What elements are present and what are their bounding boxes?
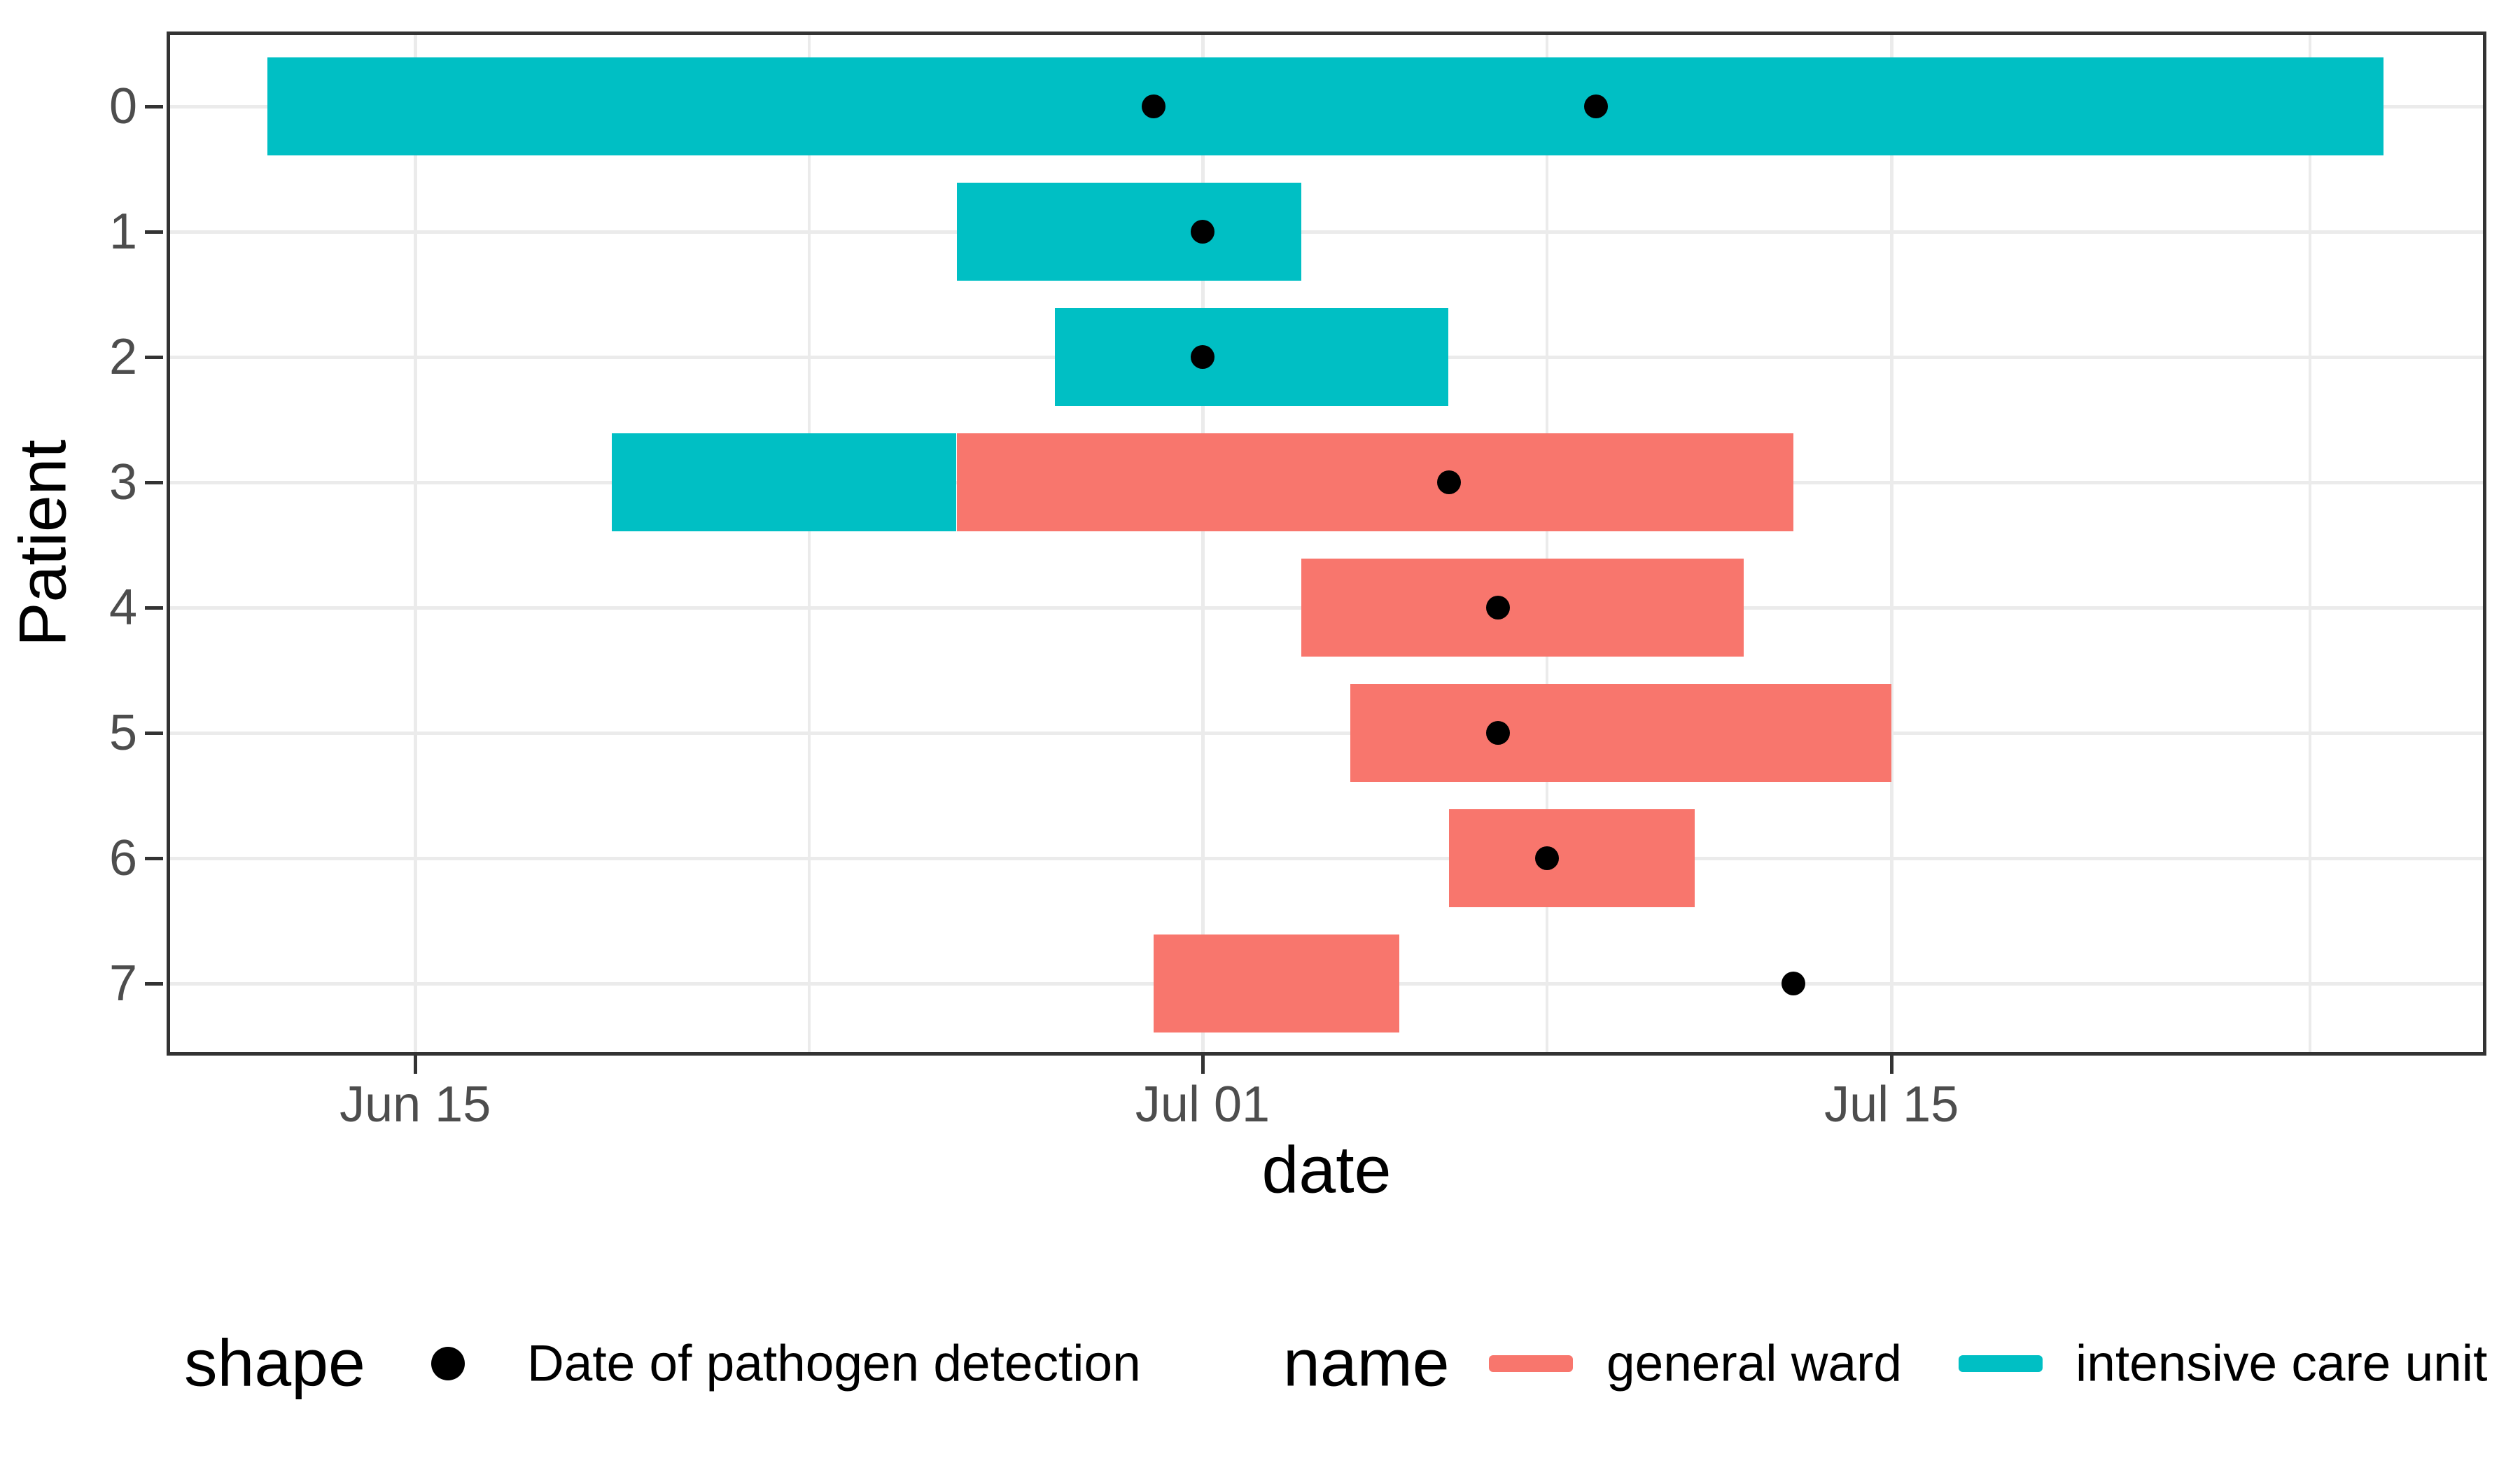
plot-panel (167, 31, 2486, 1056)
y-tick-mark (145, 230, 163, 234)
legend-title-shape: shape (184, 1326, 365, 1401)
stay-bar-patient-4-general-ward (1301, 559, 1744, 657)
stay-bar-patient-7-general-ward (1153, 934, 1400, 1032)
y-tick-mark (145, 606, 163, 610)
detection-dot-icon (431, 1347, 465, 1380)
stay-bar-patient-3-general-ward (956, 433, 1793, 531)
gridline-y-major-6 (167, 856, 2486, 860)
legend-title-name: name (1283, 1326, 1450, 1401)
legend-label-intensive-care-unit: intensive care unit (2076, 1335, 2488, 1392)
x-tick-mark (413, 1056, 417, 1074)
gridline-x-major (1889, 31, 1893, 1056)
stay-bar-patient-2-intensive-care-unit (1055, 308, 1449, 406)
general-ward-line-icon (1489, 1355, 1573, 1372)
y-tick-label: 2 (108, 329, 137, 385)
x-tick-mark (1200, 1056, 1205, 1074)
y-tick-mark (145, 731, 163, 735)
y-tick-mark (145, 104, 163, 108)
y-tick-label: 5 (108, 705, 137, 761)
gridline-y-major-1 (167, 230, 2486, 234)
x-tick-label: Jul 15 (1824, 1077, 1959, 1133)
y-tick-label: 4 (108, 580, 137, 636)
stay-bar-patient-5-general-ward (1350, 684, 1892, 782)
detection-dot-patient-0 (1584, 94, 1609, 118)
y-tick-label: 6 (108, 830, 137, 886)
gridline-x-minor (1546, 31, 1549, 1056)
detection-dot-patient-5 (1485, 721, 1510, 745)
legend-label-general-ward: general ward (1606, 1335, 1903, 1392)
stay-bar-patient-1-intensive-care-unit (956, 183, 1301, 281)
y-tick-label: 3 (108, 454, 137, 510)
stay-bar-patient-0-intensive-care-unit (267, 57, 2384, 155)
stay-bar-patient-3-intensive-care-unit (612, 433, 957, 531)
x-tick-label: Jun 15 (340, 1077, 491, 1133)
y-tick-mark (145, 355, 163, 359)
x-axis-title: date (1261, 1133, 1392, 1208)
detection-dot-patient-7 (1781, 972, 1805, 995)
gridline-x-major (1200, 31, 1205, 1056)
detection-dot-patient-2 (1191, 345, 1214, 369)
x-tick-mark (1889, 1056, 1893, 1074)
detection-dot-patient-4 (1485, 596, 1510, 620)
detection-dot-patient-1 (1191, 220, 1214, 244)
y-tick-label: 1 (108, 204, 137, 260)
gridline-x-major (413, 31, 417, 1056)
y-tick-mark (145, 856, 163, 860)
y-tick-mark (145, 981, 163, 986)
intensive-care-unit-line-icon (1959, 1355, 2043, 1372)
gridline-x-minor (2308, 31, 2311, 1056)
x-tick-label: Jul 01 (1135, 1077, 1270, 1133)
y-tick-mark (145, 480, 163, 484)
y-tick-label: 7 (108, 955, 137, 1011)
detection-dot-patient-6 (1535, 846, 1560, 870)
legend-label-detection: Date of pathogen detection (527, 1335, 1141, 1392)
gridline-x-minor (807, 31, 811, 1056)
y-tick-label: 0 (108, 78, 137, 134)
stay-bar-patient-6-general-ward (1448, 809, 1695, 907)
detection-dot-patient-3 (1436, 470, 1461, 494)
gridline-y-major-5 (167, 731, 2486, 735)
y-axis-title: Patient (6, 440, 80, 647)
detection-dot-patient-0 (1141, 94, 1166, 118)
